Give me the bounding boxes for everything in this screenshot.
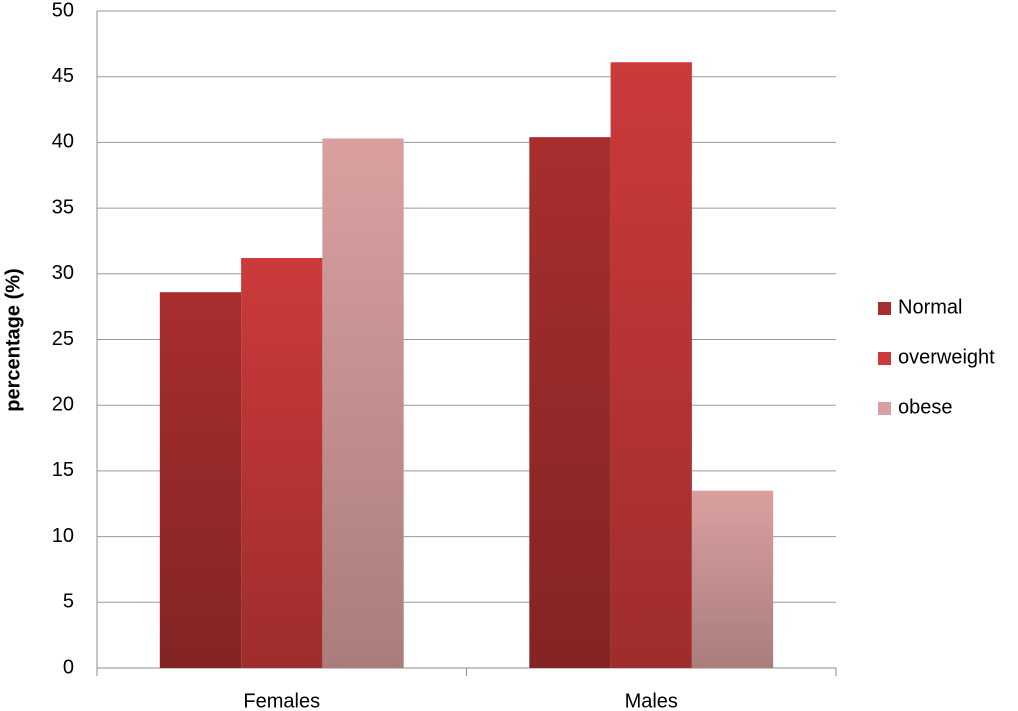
y-tick-label: 25 bbox=[52, 328, 74, 350]
x-tick-label: Males bbox=[625, 690, 678, 711]
bar bbox=[241, 258, 323, 668]
bar bbox=[322, 138, 404, 668]
y-axis-label: percentage (%) bbox=[2, 268, 24, 411]
y-tick-label: 40 bbox=[52, 131, 74, 153]
legend-label: Normal bbox=[898, 296, 962, 318]
y-tick-label: 20 bbox=[52, 393, 74, 415]
legend-swatch bbox=[878, 302, 891, 315]
bar bbox=[159, 292, 242, 668]
legend-swatch bbox=[878, 402, 891, 415]
y-tick-label: 0 bbox=[63, 656, 74, 678]
legend-label: overweight bbox=[898, 346, 995, 368]
bar bbox=[529, 137, 611, 669]
bar bbox=[610, 62, 692, 669]
y-tick-label: 45 bbox=[52, 65, 74, 87]
bar bbox=[691, 490, 774, 668]
x-tick-label: Females bbox=[243, 690, 320, 711]
y-tick-label: 15 bbox=[52, 459, 74, 481]
legend-label: obese bbox=[898, 396, 953, 418]
y-tick-label: 30 bbox=[52, 262, 74, 284]
y-tick-label: 5 bbox=[63, 591, 74, 613]
y-tick-label: 35 bbox=[52, 196, 74, 218]
y-tick-label: 10 bbox=[52, 525, 74, 547]
y-tick-label: 50 bbox=[52, 0, 74, 21]
legend-swatch bbox=[878, 352, 891, 365]
